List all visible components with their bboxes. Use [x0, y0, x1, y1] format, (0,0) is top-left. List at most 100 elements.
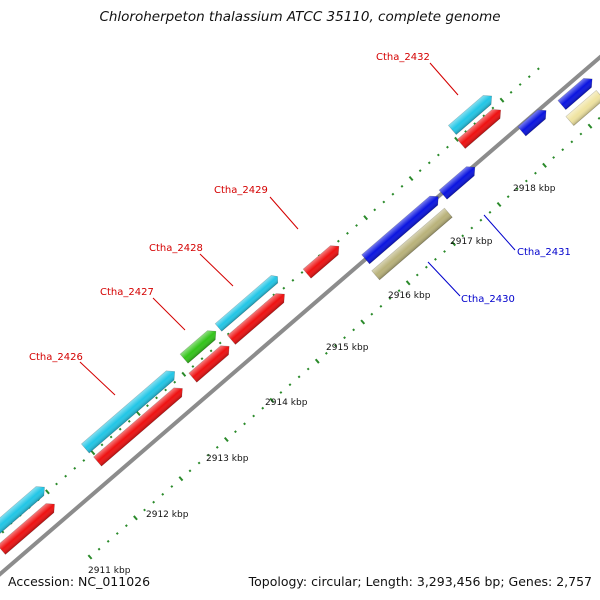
- gene-arrow[interactable]: [517, 106, 550, 137]
- minor-tick: [109, 435, 113, 439]
- minor-tick: [343, 336, 346, 340]
- minor-tick: [188, 469, 192, 473]
- gene-arrow-shade: [517, 109, 547, 136]
- minor-tick: [82, 459, 86, 462]
- minor-tick: [397, 289, 401, 293]
- minor-tick: [491, 106, 495, 110]
- minor-tick: [461, 234, 465, 238]
- outer-tick-marks: [0, 67, 540, 534]
- label-leader-line: [79, 361, 116, 396]
- gene-arrow[interactable]: [565, 89, 600, 127]
- minor-tick: [388, 297, 392, 300]
- major-tick: [360, 319, 366, 325]
- gene-arrow[interactable]: [438, 163, 479, 200]
- minor-tick: [470, 226, 474, 230]
- label-leader-line: [269, 196, 299, 230]
- gene-arrow[interactable]: [361, 192, 443, 265]
- gene-label-ctha-2427[interactable]: Ctha_2427: [100, 287, 154, 298]
- gene-labels: Ctha_2426 Ctha_2427 Ctha_2428 Ctha_2429 …: [29, 52, 571, 363]
- gene-arrow[interactable]: [214, 273, 281, 332]
- gene-arrow[interactable]: [557, 74, 596, 111]
- gene-arrow-shade: [81, 370, 175, 454]
- label-leader-line: [427, 261, 461, 297]
- minor-tick: [173, 380, 177, 384]
- major-tick: [135, 410, 141, 417]
- label-leader-lines: [79, 62, 516, 396]
- major-tick: [587, 123, 593, 129]
- minor-tick: [282, 286, 286, 290]
- minor-tick: [146, 404, 149, 408]
- gene-arrow-shade: [227, 293, 285, 345]
- minor-tick: [97, 547, 101, 551]
- minor-tick: [536, 67, 540, 71]
- minor-tick: [379, 304, 383, 308]
- minor-tick: [346, 231, 349, 235]
- minor-tick: [488, 210, 492, 214]
- gene-features: [0, 74, 600, 555]
- major-tick: [405, 280, 411, 286]
- gene-arrow[interactable]: [447, 91, 495, 135]
- gene-arrow[interactable]: [179, 327, 220, 364]
- minor-tick: [446, 145, 449, 149]
- major-tick: [454, 136, 459, 142]
- minor-tick: [443, 250, 446, 253]
- gene-label-ctha-2431[interactable]: Ctha_2431: [517, 247, 571, 258]
- gene-arrow-shade: [180, 330, 216, 364]
- gene-arrow[interactable]: [371, 207, 453, 281]
- minor-tick: [243, 422, 246, 426]
- label-leader-line: [483, 214, 516, 251]
- gene-arrow[interactable]: [302, 242, 343, 279]
- gene-label-ctha-2432[interactable]: Ctha_2432: [376, 52, 430, 63]
- gene-arrow-shade: [557, 78, 593, 110]
- minor-tick: [427, 161, 431, 165]
- gene-arrow[interactable]: [188, 342, 233, 383]
- major-tick: [178, 476, 184, 482]
- genome-backbone: [0, 54, 600, 577]
- gene-arrow[interactable]: [93, 384, 187, 467]
- minor-tick: [218, 341, 222, 345]
- major-tick: [408, 175, 414, 182]
- minor-tick: [391, 192, 395, 196]
- label-leader-line: [152, 297, 186, 331]
- major-tick: [223, 436, 229, 443]
- minor-tick: [506, 195, 510, 199]
- minor-tick: [152, 500, 156, 504]
- minor-tick: [106, 539, 110, 543]
- genome-title: Chloroherpeton thalassium ATCC 35110, co…: [99, 9, 501, 25]
- major-tick: [87, 554, 93, 560]
- minor-tick: [115, 532, 119, 535]
- minor-tick: [215, 445, 219, 449]
- gene-label-ctha-2429[interactable]: Ctha_2429: [214, 185, 268, 196]
- tick-labels: 2911 kbp 2912 kbp 2913 kbp 2914 kbp 2915…: [88, 184, 556, 576]
- major-tick: [45, 489, 50, 495]
- minor-tick: [382, 200, 386, 204]
- tick-label: 2918 kbp: [513, 184, 556, 194]
- minor-tick: [534, 171, 537, 175]
- label-leader-line: [199, 253, 234, 287]
- major-tick: [496, 201, 502, 208]
- minor-tick: [73, 466, 77, 470]
- genome-summary-text: Topology: circular; Length: 3,293,456 bp…: [248, 574, 592, 589]
- minor-tick: [479, 218, 483, 222]
- gene-arrow-shade: [188, 345, 230, 383]
- major-tick: [499, 97, 505, 103]
- gene-arrow[interactable]: [80, 367, 178, 454]
- gene-arrow[interactable]: [0, 483, 48, 538]
- minor-tick: [370, 312, 374, 316]
- gene-arrow[interactable]: [0, 500, 58, 555]
- minor-tick: [143, 508, 146, 512]
- gene-label-ctha-2428[interactable]: Ctha_2428: [149, 243, 203, 254]
- gene-label-ctha-2426[interactable]: Ctha_2426: [29, 352, 83, 363]
- minor-tick: [127, 419, 131, 423]
- gene-arrow-shade: [0, 486, 45, 538]
- minor-tick: [515, 187, 519, 191]
- minor-tick: [288, 383, 292, 387]
- tick-label: 2917 kbp: [450, 237, 493, 247]
- gene-label-ctha-2430[interactable]: Ctha_2430: [461, 294, 515, 305]
- minor-tick: [161, 492, 165, 496]
- minor-tick: [509, 90, 513, 94]
- gene-arrow[interactable]: [456, 105, 504, 149]
- major-tick: [542, 162, 547, 168]
- major-tick: [363, 215, 369, 221]
- gene-arrow[interactable]: [227, 290, 289, 345]
